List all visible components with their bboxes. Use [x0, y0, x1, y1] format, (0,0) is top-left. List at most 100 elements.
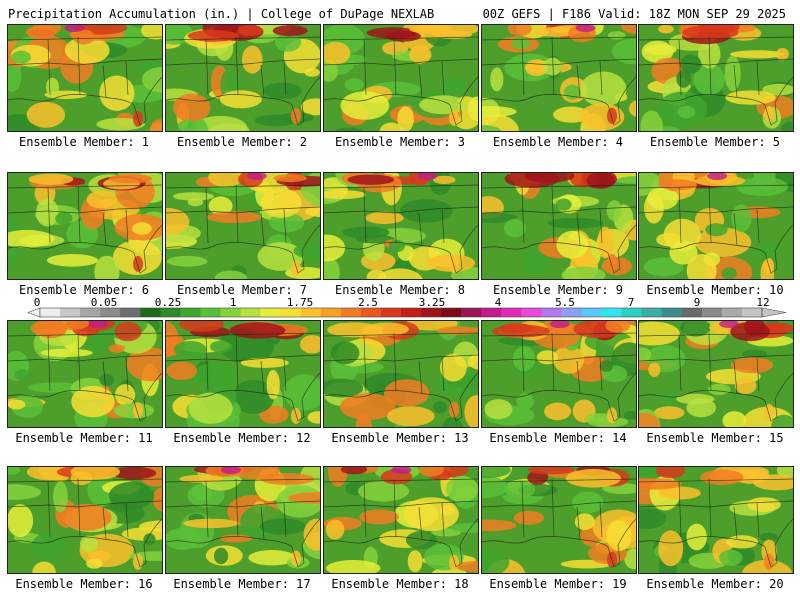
ensemble-member-label: Ensemble Member: 5	[649, 135, 781, 149]
ensemble-member-panel	[323, 24, 479, 132]
scale-swatch	[501, 308, 522, 317]
ensemble-member-label: Ensemble Member: 9	[492, 283, 624, 297]
ensemble-member-label: Ensemble Member: 3	[334, 135, 466, 149]
scale-swatch	[160, 308, 181, 317]
scale-left-arrow	[27, 307, 41, 318]
scale-swatch	[300, 308, 322, 317]
scale-swatch	[140, 308, 161, 317]
scale-tick-label: 1.75	[287, 296, 314, 309]
scale-swatch	[581, 308, 602, 317]
ensemble-member-panel	[638, 24, 794, 132]
precipitation-map	[482, 321, 636, 427]
precipitation-map	[8, 25, 162, 131]
ensemble-member-panel	[165, 320, 321, 428]
scale-tick-label: 0	[34, 296, 41, 309]
ensemble-member-panel	[638, 466, 794, 574]
scale-swatch	[100, 308, 121, 317]
precipitation-map	[166, 321, 320, 427]
ensemble-member-label: Ensemble Member: 11	[15, 431, 153, 445]
precipitation-map	[482, 173, 636, 279]
scale-swatch	[60, 308, 81, 317]
ensemble-member-panel	[7, 24, 163, 132]
precipitation-map	[639, 173, 793, 279]
scale-swatch	[621, 308, 642, 317]
scale-tick-label: 5.5	[555, 296, 575, 309]
scale-swatch	[521, 308, 542, 317]
scale-tick-label: 3.25	[419, 296, 446, 309]
ensemble-member-panel	[165, 172, 321, 280]
scale-tick-label: 4	[495, 296, 502, 309]
precipitation-map	[324, 467, 478, 573]
precipitation-map	[639, 321, 793, 427]
ensemble-member-label: Ensemble Member: 16	[15, 577, 153, 591]
scale-swatch	[741, 308, 763, 317]
ensemble-member-panel	[7, 320, 163, 428]
ensemble-member-label: Ensemble Member: 19	[489, 577, 627, 591]
ensemble-member-label: Ensemble Member: 12	[173, 431, 311, 445]
ensemble-member-label: Ensemble Member: 2	[176, 135, 308, 149]
scale-tick-label: 12	[756, 296, 769, 309]
ensemble-member-panel	[481, 320, 637, 428]
precipitation-map	[8, 173, 162, 279]
ensemble-member-label: Ensemble Member: 8	[334, 283, 466, 297]
scale-swatch	[641, 308, 663, 317]
scale-swatch	[240, 308, 261, 317]
ensemble-member-label: Ensemble Member: 14	[489, 431, 627, 445]
scale-swatch	[461, 308, 482, 317]
ensemble-member-panel	[481, 466, 637, 574]
scale-swatch	[80, 308, 101, 317]
precipitation-map	[8, 321, 162, 427]
ensemble-member-label: Ensemble Member: 4	[492, 135, 624, 149]
precipitation-map	[166, 25, 320, 131]
ensemble-member-panel	[165, 24, 321, 132]
scale-swatch	[340, 308, 362, 317]
scale-swatch	[661, 308, 683, 317]
scale-swatch	[401, 308, 422, 317]
scale-swatch	[260, 308, 281, 317]
scale-swatch	[120, 308, 141, 317]
precipitation-map	[324, 173, 478, 279]
ensemble-member-panel	[481, 172, 637, 280]
ensemble-member-panel	[7, 466, 163, 574]
scale-tick-label: 1	[230, 296, 237, 309]
scale-tick-label: 9	[694, 296, 701, 309]
scale-swatch	[441, 308, 462, 317]
scale-swatch	[180, 308, 201, 317]
scale-swatch	[421, 308, 442, 317]
scale-swatch	[541, 308, 562, 317]
precipitation-map	[8, 467, 162, 573]
precipitation-map	[166, 173, 320, 279]
scale-tick-label: 0.05	[91, 296, 118, 309]
precipitation-color-scale: 0 0.05 0.25 1 1.75 2.5 3.25 4 5.5 7 9 12	[27, 296, 787, 318]
ensemble-member-panel	[7, 172, 163, 280]
ensemble-member-label: Ensemble Member: 7	[176, 283, 308, 297]
run-valid-time: 00Z GEFS | F186 Valid: 18Z MON SEP 29 20…	[482, 7, 786, 21]
scale-tick-label: 7	[628, 296, 635, 309]
precipitation-map	[324, 25, 478, 131]
precipitation-map	[166, 467, 320, 573]
precipitation-map	[324, 321, 478, 427]
scale-swatch	[601, 308, 622, 317]
ensemble-member-label: Ensemble Member: 10	[646, 283, 784, 297]
scale-swatch	[701, 308, 723, 317]
ensemble-member-label: Ensemble Member: 20	[646, 577, 784, 591]
scale-swatch	[40, 308, 61, 317]
ensemble-member-panel	[323, 320, 479, 428]
scale-tick-label: 0.25	[155, 296, 182, 309]
precipitation-map	[482, 467, 636, 573]
scale-tick-label: 2.5	[358, 296, 378, 309]
map-title: Precipitation Accumulation (in.) | Colle…	[8, 7, 435, 21]
ensemble-member-panel	[323, 172, 479, 280]
scale-swatch	[200, 308, 221, 317]
ensemble-member-label: Ensemble Member: 13	[331, 431, 469, 445]
ensemble-member-panel	[638, 320, 794, 428]
ensemble-member-label: Ensemble Member: 17	[173, 577, 311, 591]
precipitation-map	[639, 467, 793, 573]
ensemble-member-panel	[638, 172, 794, 280]
scale-right-arrow	[761, 307, 787, 318]
ensemble-member-panel	[165, 466, 321, 574]
scale-swatch	[320, 308, 342, 317]
ensemble-member-label: Ensemble Member: 18	[331, 577, 469, 591]
scale-swatch	[681, 308, 703, 317]
precipitation-map	[639, 25, 793, 131]
